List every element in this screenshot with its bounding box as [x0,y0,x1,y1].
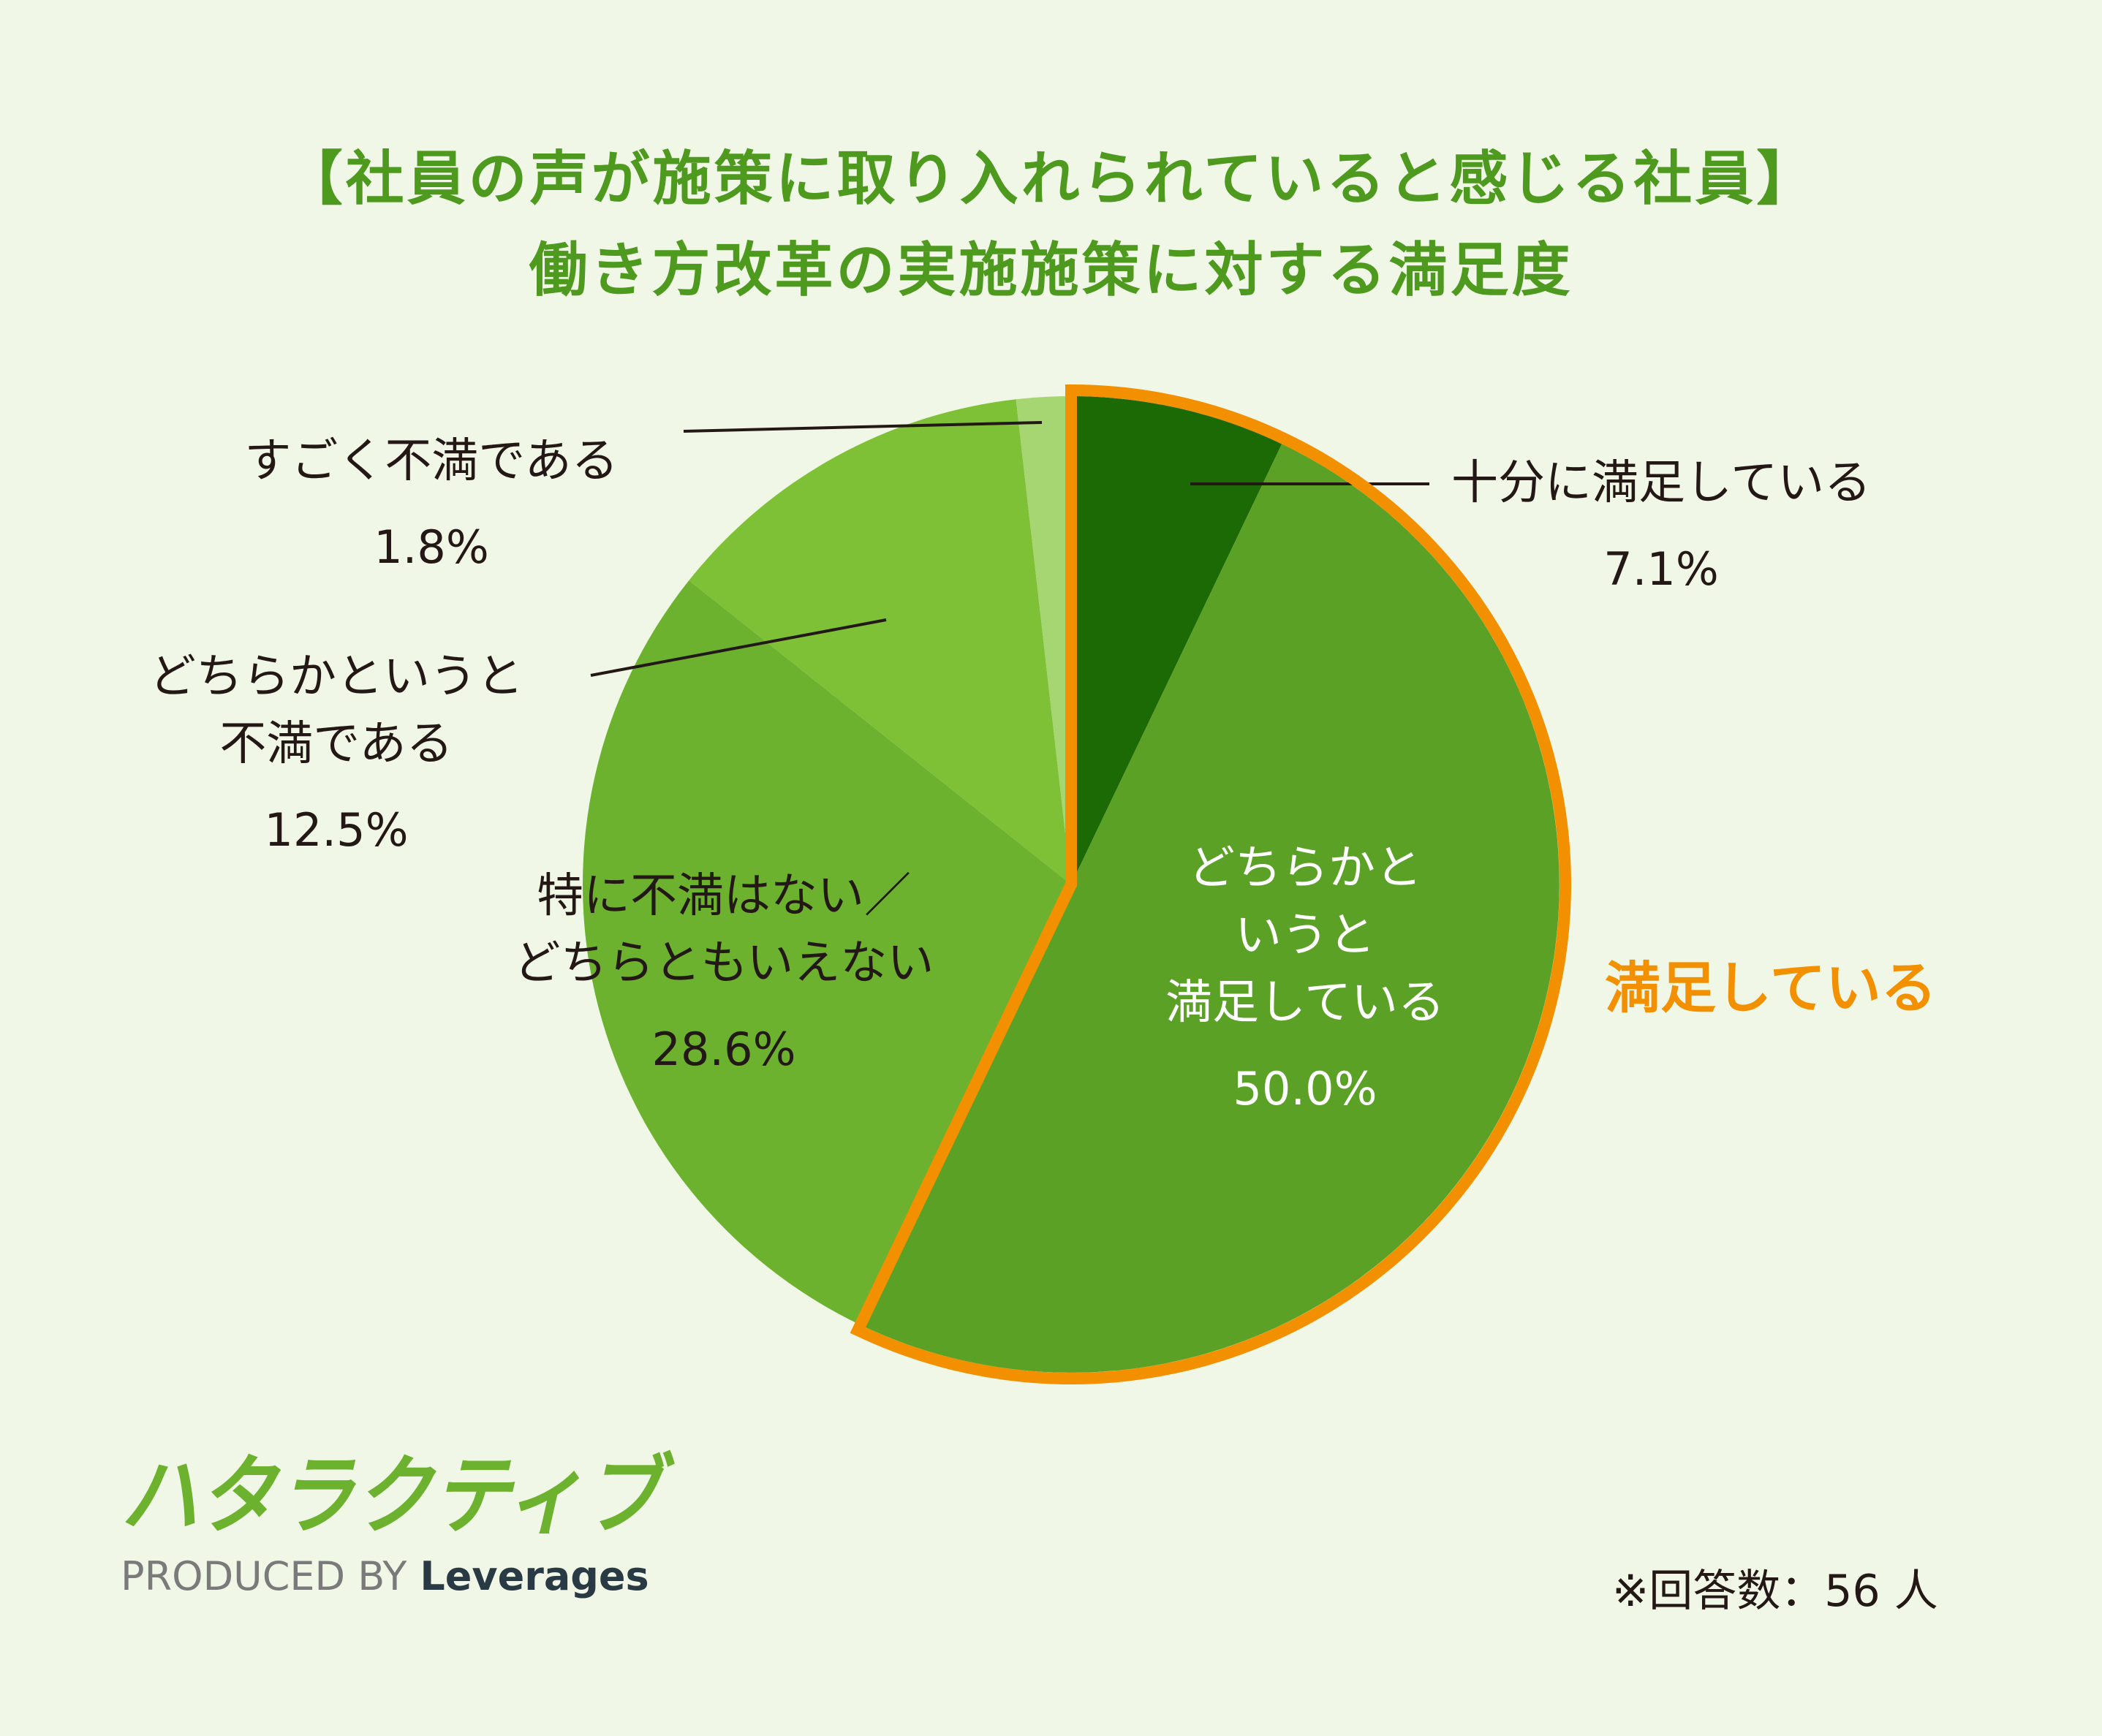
slice-label-text: すごく不満である [244,434,619,488]
slice-label-text: どちらかと [1188,841,1422,895]
slice-label-very-dissatisfied: すごく不満である 1.8% [205,428,658,581]
slice-percent: 1.8% [374,520,489,574]
slice-label-somewhat-dissatisfied: どちらかというと 不満である 12.5% [110,643,563,864]
slice-label-somewhat-satisfied: どちらかと いうと 満足している 50.0% [1122,835,1488,1123]
chart-title-line2: 働き方改革の実施施策に対する満足度 [529,236,1573,304]
leader-lines [590,421,1429,677]
logo-text: ハタラクティブ [121,1445,675,1539]
slice-percent: 50.0% [1233,1062,1377,1115]
satisfied-highlight-outline [850,384,1572,1384]
slice-label-text: いうと [1235,909,1375,963]
leader-line-s4 [683,421,1043,433]
slice-percent: 12.5% [264,803,409,857]
produced-by: PRODUCED BY Leverages [121,1553,649,1599]
pie-slice-very-satisfied [1071,396,1282,884]
slice-label-text: どちらともいえない [513,936,934,990]
slice-label-text: 十分に満足している [1451,456,1872,510]
chart-title-line1: 【社員の声が施策に取り入れられていると感じる社員】 [284,145,1818,213]
satisfied-group-label: 満足している [1605,955,1937,1020]
slice-label-text: 特に不満はない／ [537,869,911,923]
slice-label-text: どちらかというと [149,650,523,704]
pie-slice-somewhat-dissatisfied [689,399,1071,884]
slice-label-text: 不満である [219,717,453,771]
leverages-brand: Leverages [420,1553,649,1599]
slice-label-neutral: 特に不満はない／ どちらともいえない 28.6% [461,863,987,1083]
produced-prefix: PRODUCED BY [121,1553,407,1599]
slice-percent: 7.1% [1603,542,1719,596]
leader-line-s3 [590,618,887,677]
slice-percent: 28.6% [651,1023,796,1076]
hataractive-logo: ハタラクティブ [121,1445,675,1539]
respondent-count-note: ※回答数：56 人 [1612,1566,1938,1617]
pie-slice-very-dissatisfied [1016,396,1071,884]
slice-label-text: 満足している [1165,976,1445,1030]
pie-slice-somewhat-satisfied [860,444,1560,1373]
slice-label-very-satisfied: 十分に満足している 7.1% [1451,450,1871,603]
